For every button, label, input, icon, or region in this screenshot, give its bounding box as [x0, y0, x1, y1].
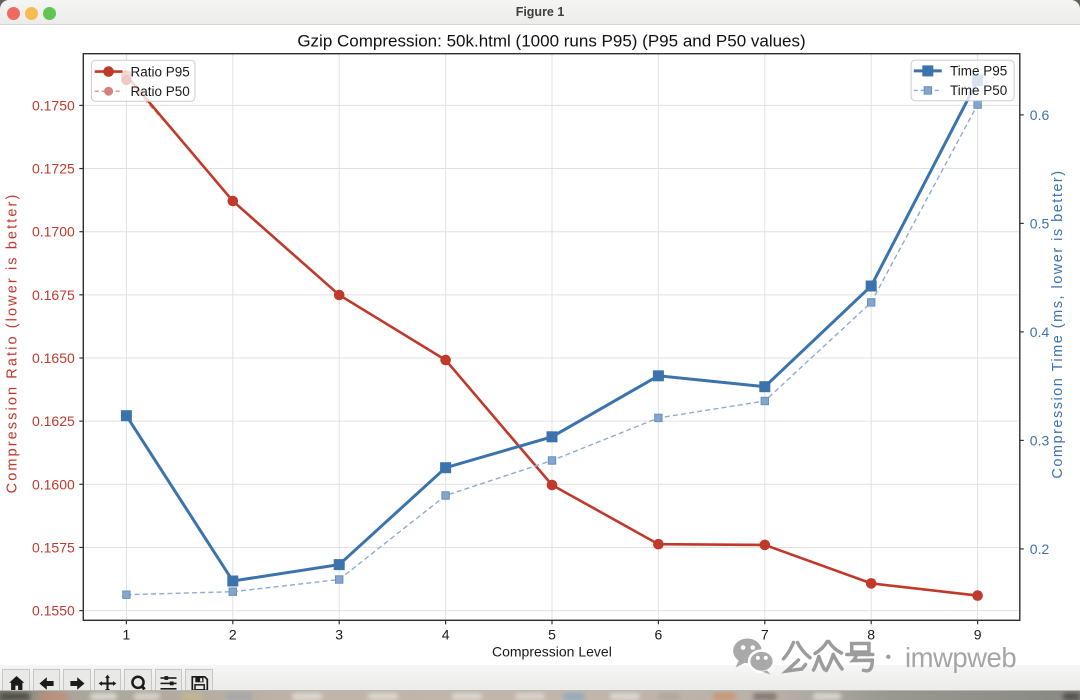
svg-text:0.3: 0.3 — [1030, 432, 1050, 448]
svg-text:Time P95: Time P95 — [950, 64, 1007, 79]
svg-text:5: 5 — [548, 626, 556, 642]
svg-text:Ratio P50: Ratio P50 — [131, 84, 190, 99]
svg-text:3: 3 — [335, 626, 343, 642]
svg-text:0.1650: 0.1650 — [32, 350, 75, 366]
svg-text:Ratio P95: Ratio P95 — [131, 64, 190, 79]
svg-text:0.1550: 0.1550 — [32, 603, 75, 619]
svg-text:4: 4 — [442, 626, 450, 642]
svg-text:0.1675: 0.1675 — [32, 287, 75, 303]
svg-text:imwpweb: imwpweb — [905, 642, 1016, 673]
svg-text:0.1625: 0.1625 — [32, 413, 75, 429]
svg-text:Compression Ratio (lower is be: Compression Ratio (lower is better) — [5, 193, 21, 494]
svg-text:9: 9 — [974, 626, 982, 642]
svg-text:0.1725: 0.1725 — [32, 161, 75, 177]
svg-text:Gzip Compression: 50k.html (10: Gzip Compression: 50k.html (1000 runs P9… — [297, 31, 805, 50]
svg-text:0.1700: 0.1700 — [32, 224, 75, 240]
svg-text:Time P50: Time P50 — [950, 83, 1007, 98]
svg-text:8: 8 — [867, 626, 875, 642]
svg-text:1: 1 — [123, 626, 131, 642]
svg-text:6: 6 — [655, 626, 663, 642]
svg-text:0.5: 0.5 — [1030, 215, 1050, 231]
svg-text:Compression Level: Compression Level — [492, 644, 612, 660]
svg-text:Compression Time (ms, lower is: Compression Time (ms, lower is better) — [1050, 169, 1066, 478]
svg-text:0.4: 0.4 — [1030, 324, 1050, 340]
svg-text:2: 2 — [229, 626, 237, 642]
svg-text:0.1575: 0.1575 — [32, 540, 75, 556]
svg-text:0.1600: 0.1600 — [32, 476, 75, 492]
svg-text:0.2: 0.2 — [1030, 541, 1050, 557]
svg-text:0.6: 0.6 — [1030, 107, 1050, 123]
svg-text:7: 7 — [761, 626, 769, 642]
svg-text:0.1750: 0.1750 — [32, 97, 75, 113]
